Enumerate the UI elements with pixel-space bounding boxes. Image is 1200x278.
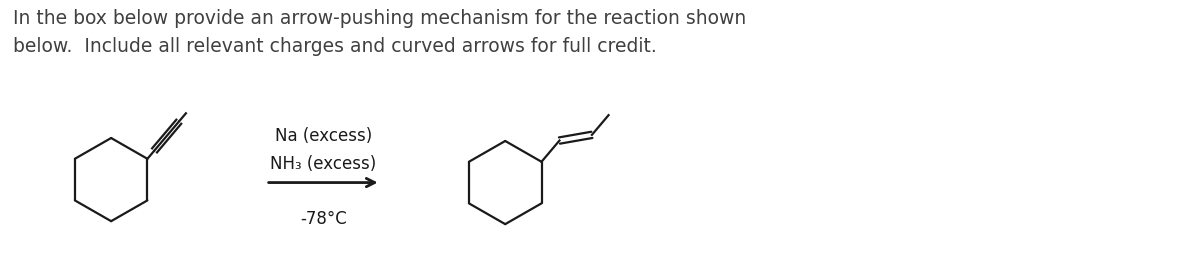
Text: NH₃ (excess): NH₃ (excess) [270, 155, 377, 173]
Text: In the box below provide an arrow-pushing mechanism for the reaction shown: In the box below provide an arrow-pushin… [13, 9, 746, 28]
Text: -78°C: -78°C [300, 210, 347, 228]
Text: below.  Include all relevant charges and curved arrows for full credit.: below. Include all relevant charges and … [13, 37, 658, 56]
Text: Na (excess): Na (excess) [275, 127, 372, 145]
